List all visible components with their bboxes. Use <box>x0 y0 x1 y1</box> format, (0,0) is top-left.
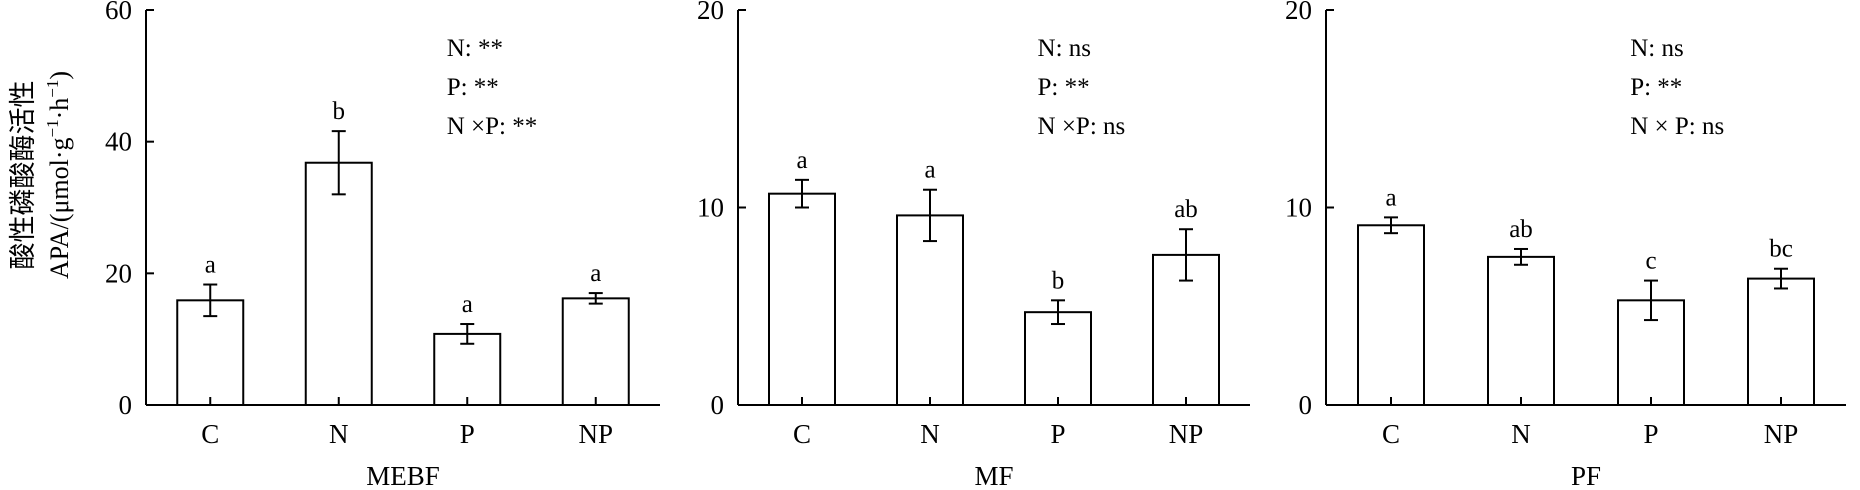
y-tick-label: 0 <box>1299 390 1313 420</box>
bar-p <box>1024 311 1092 406</box>
significance-letter: b <box>333 98 346 125</box>
x-category-label: P <box>1050 419 1065 449</box>
x-axis-title: PF <box>1571 461 1601 490</box>
chart-panel-pf: 0 10 20 a Cab Nc Pbc NP PF N: ns P: ** N × P: ns <box>1285 0 1846 490</box>
anova-stat: N: ** <box>447 35 503 62</box>
y-tick-label: 20 <box>1285 0 1312 25</box>
bar-c <box>1357 224 1425 406</box>
bar-c <box>768 192 836 406</box>
y-tick-label: 20 <box>697 0 724 25</box>
significance-letter: a <box>796 147 807 174</box>
y-axis-title: 酸性磷酸酶活性 APA/(μmol·g−1·h−1) <box>8 71 74 279</box>
x-category-label: N <box>329 419 349 449</box>
significance-letter: a <box>1385 184 1396 211</box>
anova-stat: P: ** <box>1038 74 1090 101</box>
anova-stat: N: ns <box>1630 35 1683 62</box>
anova-stat: P: ** <box>447 74 499 101</box>
y-tick-label: 10 <box>1285 193 1312 223</box>
y-tick-label: 60 <box>105 0 132 25</box>
bar-n <box>304 161 373 406</box>
significance-letter: a <box>590 260 601 287</box>
y-axis-title-chinese: 酸性磷酸酶活性 <box>8 81 39 270</box>
significance-letter: bc <box>1769 236 1793 263</box>
significance-letter: a <box>205 252 216 279</box>
anova-stat: N ×P: ** <box>447 113 538 140</box>
significance-letter: ab <box>1174 196 1198 223</box>
chart-panel-mebf: 0 20 40 60 a Cb Na Pa NP MEBF N: ** P: ** N ×P: ** <box>105 0 660 490</box>
x-category-label: N <box>1511 419 1531 449</box>
x-category-label: C <box>1382 419 1400 449</box>
bar-p <box>433 332 502 406</box>
x-category-label: P <box>1643 419 1658 449</box>
significance-letter: c <box>1645 248 1656 275</box>
x-axis-title: MF <box>974 461 1013 490</box>
bar-np <box>561 297 630 407</box>
anova-stat: N ×P: ns <box>1038 113 1126 140</box>
significance-letter: a <box>462 291 473 318</box>
y-tick-label: 40 <box>105 127 132 157</box>
significance-letter: a <box>924 157 935 184</box>
significance-letter: ab <box>1509 216 1533 243</box>
bar-np <box>1747 277 1815 407</box>
x-axis-title: MEBF <box>366 461 440 490</box>
anova-stat: N: ns <box>1038 35 1091 62</box>
x-category-label: C <box>201 419 219 449</box>
x-category-label: C <box>793 419 811 449</box>
chart-panel-mf: 0 10 20 a Ca Nb Pab NP MF N: ns P: ** N ×P: ns <box>697 0 1250 490</box>
x-category-label: NP <box>1169 419 1204 449</box>
anova-stat: N × P: ns <box>1630 113 1724 140</box>
significance-letter: b <box>1052 267 1065 294</box>
anova-stat: P: ** <box>1630 74 1682 101</box>
bar-n <box>1487 255 1555 406</box>
y-axis-title-unit: APA/(μmol·g−1·h−1) <box>43 71 74 279</box>
bar-n <box>896 214 964 406</box>
y-tick-label: 20 <box>105 258 132 288</box>
x-category-label: P <box>460 419 475 449</box>
x-category-label: NP <box>1764 419 1799 449</box>
x-category-label: N <box>920 419 940 449</box>
y-tick-label: 0 <box>711 390 725 420</box>
y-tick-label: 0 <box>119 390 133 420</box>
y-tick-label: 10 <box>697 193 724 223</box>
x-category-label: NP <box>578 419 613 449</box>
